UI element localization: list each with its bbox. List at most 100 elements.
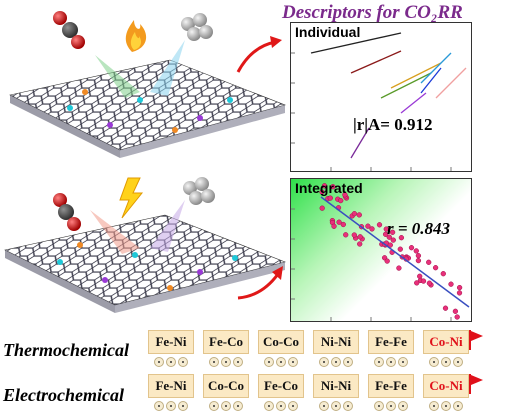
scatter-point [426, 280, 433, 286]
electrochemical-pair-6: Co-Ni [423, 374, 469, 398]
scatter-point [338, 197, 344, 204]
track-dot [221, 357, 231, 367]
scatter-point [351, 232, 357, 238]
track-dot [264, 357, 274, 367]
track-dot [441, 401, 451, 411]
track-dot [429, 357, 439, 367]
track-dot [209, 401, 219, 411]
integrated-panel: Integrated r = 0.843 [290, 178, 472, 322]
catalyst-sheet-icon [9, 59, 286, 158]
track-dot [453, 401, 463, 411]
track-dot [264, 401, 274, 411]
scatter-point [452, 308, 459, 314]
thermochemical-pair-1: Fe-Ni [148, 330, 194, 354]
scatter-point [456, 290, 463, 296]
track-dot [154, 401, 164, 411]
flag-icon [469, 374, 483, 394]
thermochemical-pair-5: Fe-Fe [368, 330, 414, 354]
track-dot [319, 401, 329, 411]
scatter-point [448, 281, 454, 287]
fit-line [320, 196, 470, 308]
integrated-correlation: r = 0.843 [387, 219, 451, 238]
scatter-point [456, 284, 463, 291]
thermochemical-pair-2: Fe-Co [203, 330, 249, 354]
thermochemical-sequence: Fe-Ni Fe-Co Co-Co Ni-Ni Fe-Fe Co-Ni [148, 330, 498, 370]
scatter-point [327, 195, 333, 201]
track-dot [386, 357, 396, 367]
h2-molecule-icon [181, 13, 213, 41]
co2-molecule-icon [53, 193, 81, 231]
curved-arrow-icon [236, 36, 282, 73]
track-dot [331, 401, 341, 411]
scatter-point [386, 234, 392, 240]
individual-label: Individual [295, 24, 361, 40]
track-dot [429, 401, 439, 411]
scatter-point [382, 231, 389, 237]
scatter-point [319, 189, 325, 195]
flame-icon [125, 20, 147, 52]
track-dot [154, 357, 164, 367]
scatter-point [357, 234, 363, 240]
scatter-point [356, 212, 362, 218]
track-dot [178, 357, 188, 367]
track-dot [398, 401, 408, 411]
thermochemical-pair-3: Co-Co [258, 330, 304, 354]
scatter-point [384, 258, 390, 264]
scatter-point [426, 259, 432, 265]
lightning-icon [119, 177, 144, 219]
scatter-point [342, 192, 348, 198]
scatter-point [383, 226, 389, 232]
catalyst-illustration [4, 11, 286, 313]
track-dot [233, 357, 243, 367]
track-dot [166, 357, 176, 367]
scatter-point [340, 221, 346, 228]
curved-arrow-icon [237, 266, 283, 300]
track-dot [374, 401, 384, 411]
track-dot [233, 401, 243, 411]
electrochemical-sequence: Fe-Ni Co-Co Fe-Co Ni-Ni Fe-Fe Co-Ni [148, 374, 498, 414]
scatter-point [415, 253, 422, 259]
electrochemical-pair-3: Fe-Co [258, 374, 304, 398]
scatter-point [343, 232, 349, 238]
thermochemical-label: Thermochemical [3, 340, 129, 360]
track-dot [343, 401, 353, 411]
track-dot [221, 401, 231, 411]
track-dot [166, 401, 176, 411]
track-dot [288, 357, 298, 367]
scatter-point [432, 265, 439, 271]
figure-title: Descriptors for CO₂RR [282, 2, 463, 23]
track-dot [209, 357, 219, 367]
track-dot [178, 401, 188, 411]
thermochemical-pair-4: Ni-Ni [313, 330, 359, 354]
track-dot [276, 357, 286, 367]
electrochemical-label: Electrochemical [3, 385, 124, 405]
track-dot [319, 357, 329, 367]
scatter-point [319, 205, 325, 211]
scatter-point [398, 235, 405, 241]
scatter-point [442, 305, 449, 311]
scatter-point [396, 265, 402, 271]
scatter-point [440, 271, 446, 277]
scatter-point [454, 314, 460, 320]
track-dot [441, 357, 451, 367]
scatter-point [390, 237, 396, 243]
individual-panel: Individual |r|A= 0.912 [290, 22, 472, 172]
electrochemical-pair-5: Fe-Fe [368, 374, 414, 398]
integrated-scatter [291, 183, 470, 321]
thermochemical-pair-6: Co-Ni [423, 330, 469, 354]
electrochemical-pair-4: Ni-Ni [313, 374, 359, 398]
scatter-point [357, 241, 363, 247]
individual-correlation: |r|A= 0.912 [353, 115, 433, 134]
scatter-point [331, 223, 337, 229]
scatter-point [420, 278, 427, 284]
electrochemical-pair-2: Co-Co [203, 374, 249, 398]
scatter-point [397, 246, 403, 252]
individual-scatter [291, 32, 467, 171]
track-dot [398, 357, 408, 367]
scatter-point [351, 211, 358, 217]
track-dot [386, 401, 396, 411]
scatter-point [365, 223, 371, 229]
scatter-point [376, 222, 383, 228]
h2-molecule-icon [183, 177, 215, 205]
